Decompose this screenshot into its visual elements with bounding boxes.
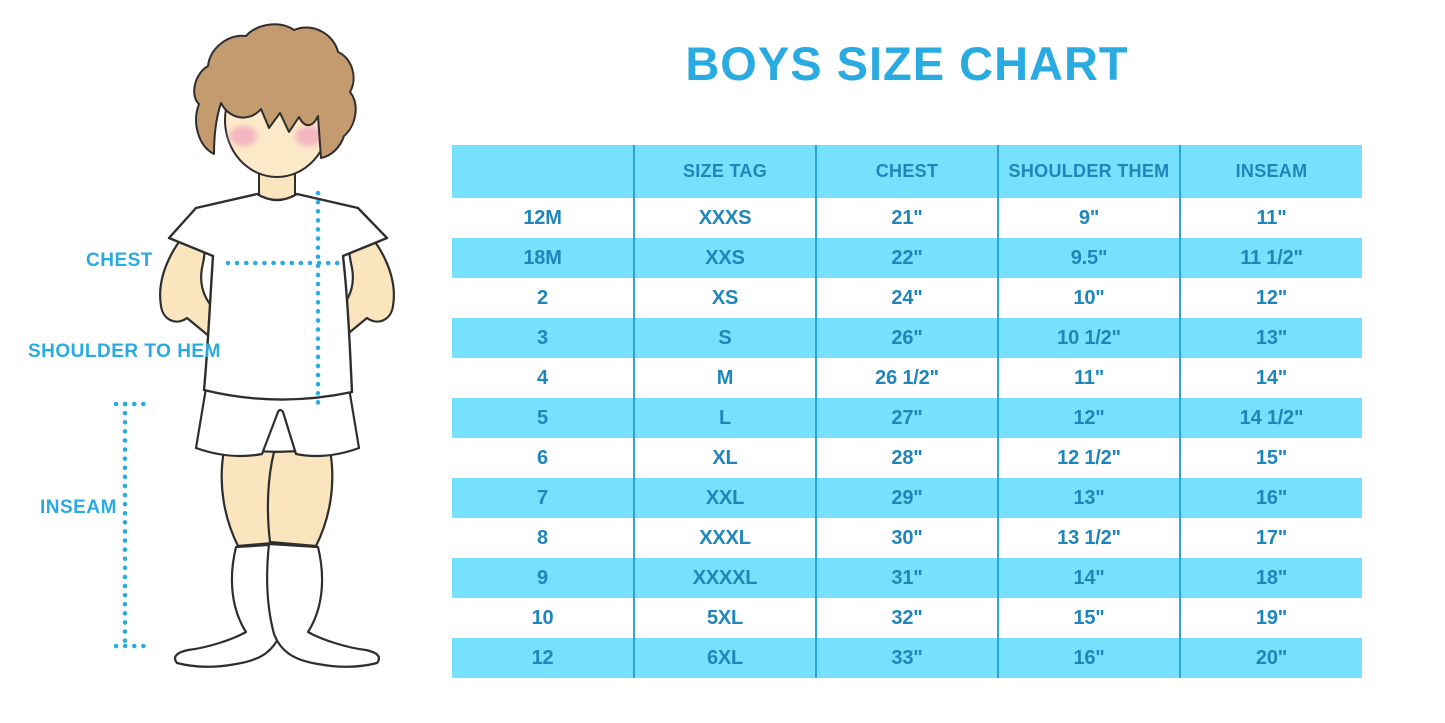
boy-legs [220, 448, 334, 548]
table-cell: 26" [815, 318, 998, 358]
column-header: SIZE TAG [633, 145, 816, 198]
table-cell: 26 1/2" [815, 358, 998, 398]
column-header [452, 145, 634, 198]
table-cell: 15" [1179, 438, 1362, 478]
table-cell: 8 [537, 526, 548, 549]
table-row: 8 XXXL 30" 13 1/2" 17" [452, 518, 1362, 558]
table-cell: 17" [1179, 518, 1362, 558]
table-cell: 18" [1179, 558, 1362, 598]
header-row: SIZE TAG CHEST SHOULDER THEM INSEAM [452, 145, 1362, 198]
column-header: INSEAM [1179, 145, 1362, 198]
table-cell: 18M [452, 238, 634, 278]
table-cell: XS [633, 278, 816, 318]
table-cell: 9.5" [997, 238, 1180, 278]
table-cell: M [633, 358, 816, 398]
chest-label: CHEST [86, 250, 153, 271]
table-cell: 4 [537, 366, 548, 389]
table-cell: 11" [1179, 198, 1362, 238]
table-cell: 20" [1179, 638, 1362, 678]
boy-measurement-figure: CHEST SHOULDER TO HEM INSEAM [0, 0, 445, 723]
table-cell: 21" [815, 198, 998, 238]
table-cell: XL [633, 438, 816, 478]
table-row: 9 XXXXL 31" 14" 18" [452, 558, 1362, 598]
table-cell: XXS [633, 238, 816, 278]
table-cell: 14" [1179, 358, 1362, 398]
table-cell: 10" [997, 278, 1180, 318]
table-cell: 5XL [633, 598, 816, 638]
table-cell: 9 [452, 558, 634, 598]
table-cell: 6XL [633, 638, 816, 678]
table-cell: XXXS [633, 198, 816, 238]
table-cell: 33" [815, 638, 998, 678]
table-cell: 16" [1179, 478, 1362, 518]
table-row: 2 XS 24" 10" 12" [452, 278, 1362, 318]
inseam-label: INSEAM [40, 497, 117, 518]
size-table-body: 12M XXXS 21" 9" 11" 18M XXS 22" 9.5" 11 1/2" 2 XS 24… [452, 198, 1362, 678]
table-cell: 32" [815, 598, 998, 638]
table-cell: 11 1/2" [1179, 238, 1362, 278]
table-cell: 19" [1179, 598, 1362, 638]
table-cell: L [633, 398, 816, 438]
table-cell: 15" [997, 598, 1180, 638]
table-cell: 14" [997, 558, 1180, 598]
table-cell: 12M [523, 206, 562, 229]
table-cell: 3 [452, 318, 634, 358]
measurement-dotted-lines [113, 190, 349, 650]
table-row: 12 6XL 33" 16" 20" [452, 638, 1362, 678]
table-cell: 16" [997, 638, 1180, 678]
table-cell: 12 1/2" [997, 438, 1180, 478]
table-row: 3 S 26" 10 1/2" 13" [452, 318, 1362, 358]
boys-size-table: SIZE TAG CHEST SHOULDER THEM INSEAM 12M XXXS… [452, 145, 1362, 678]
table-cell: 12" [997, 398, 1180, 438]
table-cell: 24" [815, 278, 998, 318]
table-cell: 12" [1179, 278, 1362, 318]
boy-socks [173, 542, 381, 668]
table-cell: 9" [997, 198, 1180, 238]
table-cell: S [633, 318, 816, 358]
boy-figure-illustration [113, 23, 395, 668]
table-cell: 29" [815, 478, 998, 518]
table-cell: 31" [815, 558, 998, 598]
shoulder-to-hem-label: SHOULDER TO HEM [28, 341, 221, 362]
table-cell: 10 1/2" [997, 318, 1180, 358]
table-row: 10 5XL 32" 15" 19" [452, 598, 1362, 638]
table-row: 7 XXL 29" 13" 16" [452, 478, 1362, 518]
table-cell: 10 [531, 606, 554, 629]
table-cell: 28" [815, 438, 998, 478]
table-row: 6 XL 28" 12 1/2" 15" [452, 438, 1362, 478]
table-cell: 5 [452, 398, 634, 438]
table-cell: 11" [997, 358, 1180, 398]
table-cell: 30" [815, 518, 998, 558]
table-cell: XXXL [633, 518, 816, 558]
size-table-header: SIZE TAG CHEST SHOULDER THEM INSEAM [452, 145, 1362, 198]
boy-blush-cheeks [229, 126, 323, 146]
table-cell: 2 [537, 286, 548, 309]
table-cell: 13" [997, 478, 1180, 518]
table-cell: XXL [633, 478, 816, 518]
table-cell: 13" [1179, 318, 1362, 358]
column-header: CHEST [815, 145, 998, 198]
table-row: 4 M 26 1/2" 11" 14" [452, 358, 1362, 398]
table-cell: 22" [815, 238, 998, 278]
table-cell: 12 [452, 638, 634, 678]
table-row: 5 L 27" 12" 14 1/2" [452, 398, 1362, 438]
table-cell: XXXXL [633, 558, 816, 598]
table-cell: 7 [452, 478, 634, 518]
table-row: 18M XXS 22" 9.5" 11 1/2" [452, 238, 1362, 278]
page-title: BOYS SIZE CHART [685, 37, 1129, 90]
table-cell: 27" [815, 398, 998, 438]
column-header: SHOULDER THEM [997, 145, 1180, 198]
table-cell: 13 1/2" [997, 518, 1180, 558]
boy-hair [193, 23, 357, 159]
table-cell: 14 1/2" [1179, 398, 1362, 438]
boy-tshirt [167, 192, 389, 401]
table-row: 12M XXXS 21" 9" 11" [452, 198, 1362, 238]
table-cell: 6 [537, 446, 548, 469]
